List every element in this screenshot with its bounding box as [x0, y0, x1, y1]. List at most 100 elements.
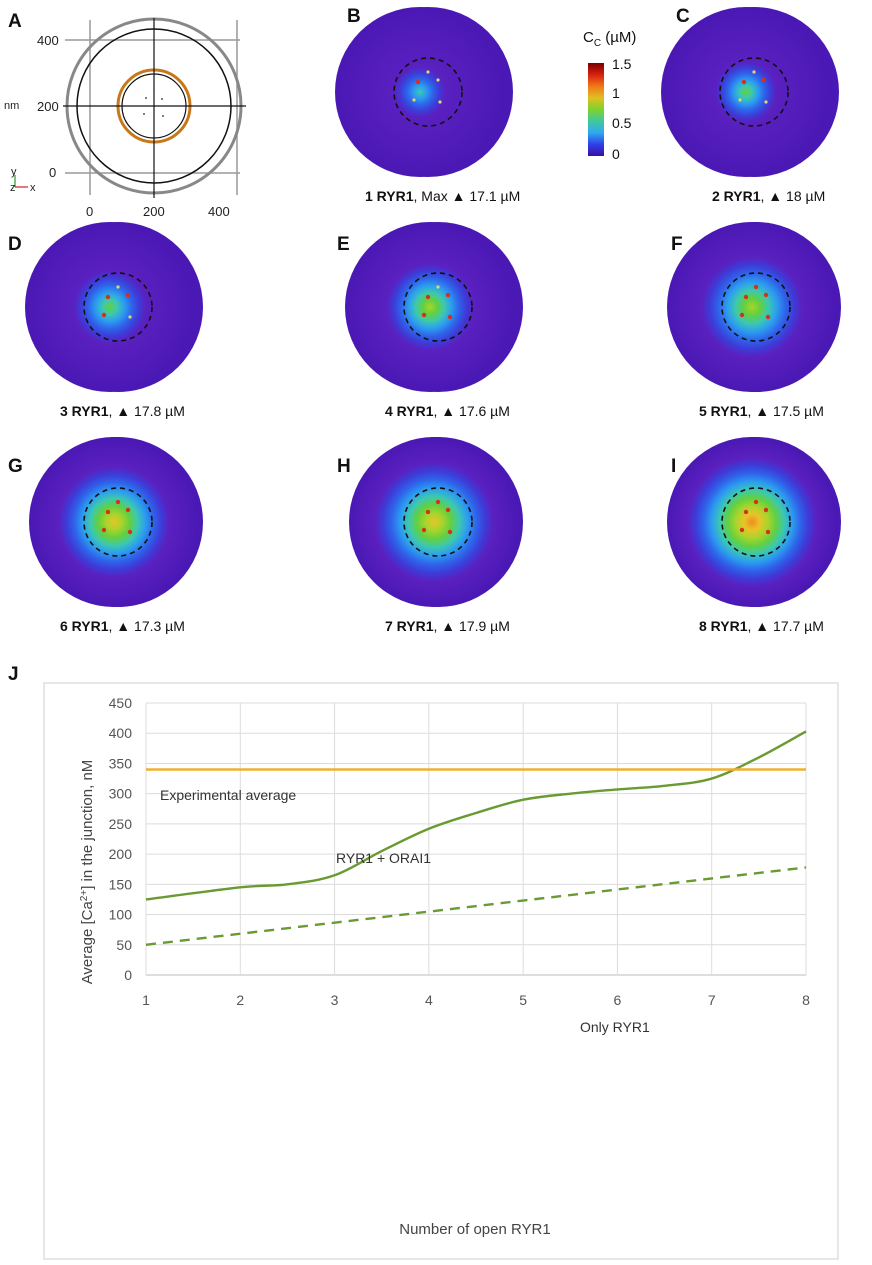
channel-marker [764, 100, 768, 104]
caption-unit: RYR1 [393, 618, 434, 634]
y-tick-label: 50 [116, 937, 132, 953]
x-tick-label: 3 [331, 992, 339, 1008]
heatmap-panels: B 1 RYR1, Max ▲ 17.1 µM C 2 RYR1, ▲ 18 µM D 3… [8, 6, 841, 634]
colorbar-title-unit: (µM) [601, 29, 636, 46]
channel-marker [765, 314, 771, 320]
channel-marker [101, 312, 107, 318]
caption-symbol: ▲ [441, 618, 455, 634]
channel-marker [116, 285, 120, 289]
heatmap-field [349, 437, 519, 607]
panel-a-xtick: 0 [86, 204, 93, 219]
caption-unit: RYR1 [393, 403, 434, 419]
caption-count: 6 [60, 618, 68, 634]
caption-value: 17.8 µM [130, 403, 185, 419]
channel-marker [421, 527, 427, 533]
y-tick-label: 100 [109, 907, 133, 923]
panel-caption: 5 RYR1, ▲ 17.5 µM [699, 403, 824, 419]
channel-marker [115, 499, 121, 505]
heatmap-panel: G 6 RYR1, ▲ 17.3 µM [8, 437, 203, 634]
panel-label: D [8, 234, 22, 255]
axis-z-label: z [10, 182, 16, 194]
caption-unit: RYR1 [68, 618, 109, 634]
junction-boundary [83, 487, 153, 557]
channel-marker [436, 78, 440, 82]
caption-count: 3 [60, 403, 68, 419]
series-line-ryr1-orai1 [145, 730, 807, 901]
panel-label: H [337, 456, 351, 477]
heatmap-field [667, 437, 837, 607]
channel-marker [447, 529, 453, 535]
panel-caption: 7 RYR1, ▲ 17.9 µM [385, 618, 510, 634]
panel-caption: 1 RYR1, Max ▲ 17.1 µM [365, 188, 520, 204]
junction-boundary [393, 57, 463, 127]
channel-marker [415, 79, 421, 85]
caption-symbol: ▲ [755, 403, 769, 419]
channel-marker [125, 507, 131, 513]
panel-label: C [676, 6, 690, 27]
caption-symbol: ▲ [441, 403, 455, 419]
channel-marker [743, 294, 749, 300]
panel-label: E [337, 234, 350, 255]
junction-boundary [403, 272, 473, 342]
y-tick-label: 0 [124, 967, 132, 983]
colorbar-tick: 1.5 [612, 56, 632, 72]
caption-count: 5 [699, 403, 707, 419]
channel-marker [426, 70, 430, 74]
caption-symbol: ▲ [116, 618, 130, 634]
channel-marker [447, 314, 453, 320]
panel-label: F [671, 234, 683, 255]
heatmap-panel: F 5 RYR1, ▲ 17.5 µM [667, 222, 841, 419]
channel-marker [739, 527, 745, 533]
channel-marker [127, 529, 133, 535]
caption-unit: RYR1 [720, 188, 761, 204]
y-tick-label: 450 [109, 695, 133, 711]
panel-caption: 3 RYR1, ▲ 17.8 µM [60, 403, 185, 419]
x-axis-title: Number of open RYR1 [399, 1221, 550, 1238]
channel-marker [105, 294, 111, 300]
panel-label-a: A [8, 11, 22, 32]
caption-symbol: ▲ [452, 188, 466, 204]
annotation-only-ryr1: Only RYR1 [580, 1019, 650, 1035]
panel-a-geometry [63, 17, 246, 198]
colorbar-ticks: 1.5 1 0.5 0 [612, 56, 632, 162]
colorbar-title-sub: C [594, 38, 601, 49]
caption-value: 17.9 µM [455, 618, 510, 634]
panel-a: A 400 200 0 nm 0 200 400 y z x [4, 11, 246, 219]
heatmap-panel: D 3 RYR1, ▲ 17.8 µM [8, 222, 203, 419]
channel-marker [436, 285, 440, 289]
chart-grid [145, 702, 807, 976]
heatmap-panel: H 7 RYR1, ▲ 17.9 µM [337, 437, 523, 634]
panel-label: G [8, 456, 23, 477]
axis-triad-icon: y z x [10, 166, 36, 194]
caption-symbol: ▲ [768, 188, 782, 204]
heatmap-panel: B 1 RYR1, Max ▲ 17.1 µM [335, 6, 520, 204]
panel-label: B [347, 6, 361, 27]
channel-marker [435, 499, 441, 505]
heatmap-field [29, 437, 199, 607]
channel-marker [761, 77, 767, 83]
y-tick-label: 350 [109, 755, 133, 771]
y-tick-label: 150 [109, 876, 133, 892]
x-tick-label: 8 [802, 992, 810, 1008]
colorbar-gradient [588, 63, 604, 156]
y-tick-label: 400 [109, 725, 133, 741]
heatmap-field [345, 222, 515, 392]
y-tick-label: 300 [109, 786, 133, 802]
channel-marker [445, 292, 451, 298]
panel-label: I [671, 456, 676, 477]
channel-marker [741, 79, 747, 85]
caption-count: 1 [365, 188, 373, 204]
panel-a-unit: nm [4, 100, 19, 112]
y-tick-label: 250 [109, 816, 133, 832]
x-axis-ticks: 1 2 3 4 5 6 7 8 [142, 992, 810, 1008]
channel-marker [425, 509, 431, 515]
annotation-ryr1-orai1: RYR1 + ORAI1 [336, 850, 431, 866]
caption-symbol: ▲ [116, 403, 130, 419]
panel-caption: 2 RYR1, ▲ 18 µM [712, 188, 825, 204]
caption-separator: , [434, 403, 442, 419]
colorbar-title-main: C [583, 29, 594, 46]
x-tick-label: 7 [708, 992, 716, 1008]
axis-x-label: x [30, 182, 36, 194]
channel-marker [101, 527, 107, 533]
